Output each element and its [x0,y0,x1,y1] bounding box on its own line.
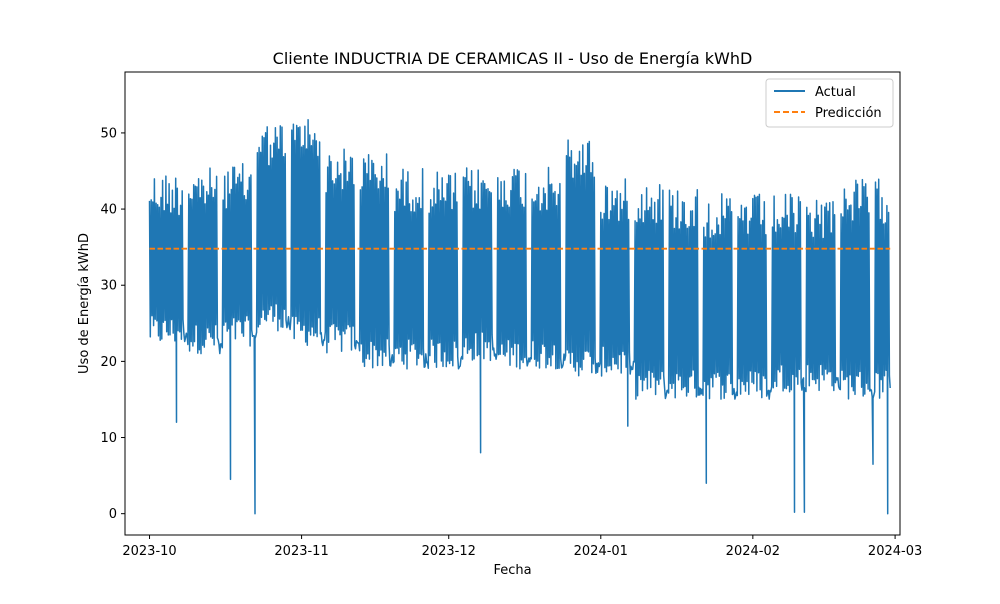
plot-area [148,119,891,515]
x-tick-label: 2023-10 [122,544,176,559]
y-tick-label: 40 [100,203,117,218]
x-axis: 2023-10 2023-11 2023-12 2024-01 2024-02 2024-… [122,535,922,559]
chart-title: Cliente INDUCTRIA DE CERAMICAS II - Uso … [273,49,753,68]
y-axis: 0 10 20 30 40 50 [100,126,125,522]
legend-prediction-label: Predicción [815,106,882,121]
y-tick-label: 0 [109,507,117,522]
x-tick-label: 2023-12 [422,544,476,559]
x-tick-label: 2024-01 [574,544,628,559]
legend-actual-label: Actual [815,85,856,100]
y-tick-label: 50 [100,126,117,141]
axes-frame [124,71,901,536]
y-axis-label: Uso de Energía kWhD [77,233,92,374]
legend: Actual Predicción [765,78,894,128]
x-tick-label: 2024-02 [726,544,780,559]
y-tick-label: 30 [100,279,117,294]
y-tick-label: 10 [100,431,117,446]
series-actual-line [148,119,891,515]
x-axis-label: Fecha [493,563,531,578]
y-tick-label: 20 [100,355,117,370]
x-tick-label: 2024-03 [868,544,922,559]
x-tick-label: 2023-11 [274,544,328,559]
